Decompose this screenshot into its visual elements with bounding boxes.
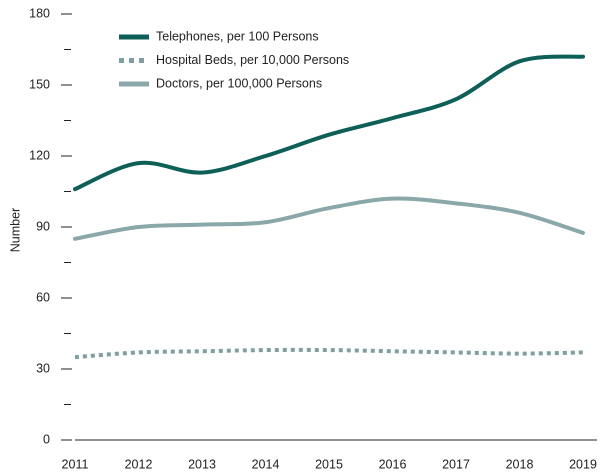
x-tick-label: 2014 bbox=[252, 457, 280, 471]
y-tick-label: 90 bbox=[36, 219, 50, 233]
legend-label: Doctors, per 100,000 Persons bbox=[156, 76, 322, 90]
x-tick-label: 2016 bbox=[379, 457, 407, 471]
x-tick-label: 2018 bbox=[506, 457, 534, 471]
x-tick-label: 2012 bbox=[125, 457, 153, 471]
x-tick-label: 2011 bbox=[62, 457, 89, 471]
y-tick-label: 60 bbox=[36, 290, 50, 304]
y-tick-label: 30 bbox=[36, 361, 50, 375]
x-tick-label: 2015 bbox=[315, 457, 343, 471]
series-line bbox=[74, 347, 584, 360]
y-axis-label: Number bbox=[8, 208, 22, 252]
legend-label: Hospital Beds, per 10,000 Persons bbox=[156, 53, 349, 67]
y-tick-label: 0 bbox=[43, 432, 50, 446]
series-line bbox=[73, 54, 585, 192]
y-tick-label: 180 bbox=[29, 6, 50, 20]
series-line bbox=[73, 196, 585, 241]
y-tick-label: 120 bbox=[29, 148, 50, 162]
x-tick-label: 2019 bbox=[569, 457, 597, 471]
x-tick-label: 2013 bbox=[188, 457, 216, 471]
y-tick-label: 150 bbox=[29, 77, 50, 91]
x-tick-label: 2017 bbox=[442, 457, 470, 471]
legend-label: Telephones, per 100 Persons bbox=[156, 29, 319, 43]
